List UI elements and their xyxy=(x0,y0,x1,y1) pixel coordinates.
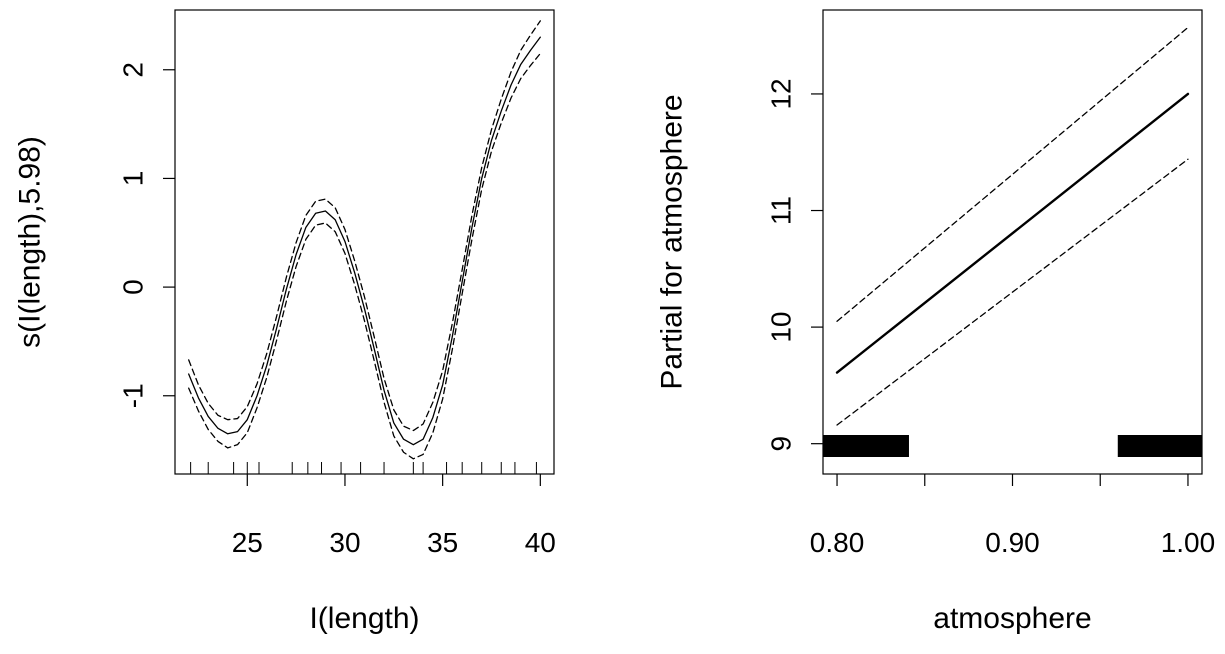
upper-confidence-line xyxy=(188,20,541,432)
plot-frame xyxy=(822,9,1203,475)
plot-area xyxy=(823,26,1202,457)
rug-bar xyxy=(1117,435,1202,457)
smooth-length-panel: 25 30 35 40 -1 0 1 2 I(length) s(I(length),5.98) xyxy=(14,9,556,635)
plot-area xyxy=(188,20,541,474)
rug-bar xyxy=(823,435,909,457)
y-tick-label: 10 xyxy=(766,312,797,343)
estimate-line xyxy=(188,36,541,446)
x-tick-label: 0.80 xyxy=(810,527,865,558)
y-tick-label: 12 xyxy=(766,78,797,109)
y-tick-label: 0 xyxy=(118,279,149,295)
y-tick-label: 9 xyxy=(766,436,797,452)
lower-confidence-line xyxy=(188,52,541,460)
x-tick-label: 0.90 xyxy=(985,527,1040,558)
estimate-line xyxy=(835,92,1190,374)
y-tick-label: -1 xyxy=(118,383,149,408)
x-tick-label: 40 xyxy=(525,527,556,558)
y-tick-label: 2 xyxy=(118,62,149,78)
x-tick-label: 35 xyxy=(427,527,458,558)
partial-atmosphere-panel: 0.80 0.90 1.00 9 10 11 12 atmosphere Partial for… xyxy=(656,9,1216,635)
x-tick-label: 25 xyxy=(232,527,263,558)
lower-confidence-line xyxy=(836,158,1189,426)
y-axis-title: s(I(length),5.98) xyxy=(14,136,47,348)
x-tick-label: 1.00 xyxy=(1161,527,1216,558)
y-tick-label: 11 xyxy=(766,196,797,225)
plot-frame xyxy=(174,9,555,475)
x-axis-title: I(length) xyxy=(309,602,419,635)
y-tick-label: 1 xyxy=(118,171,149,187)
x-axis-title: atmosphere xyxy=(933,602,1091,635)
upper-confidence-line xyxy=(836,26,1189,322)
y-axis-title: Partial for atmosphere xyxy=(656,94,689,389)
x-tick-label: 30 xyxy=(329,527,360,558)
